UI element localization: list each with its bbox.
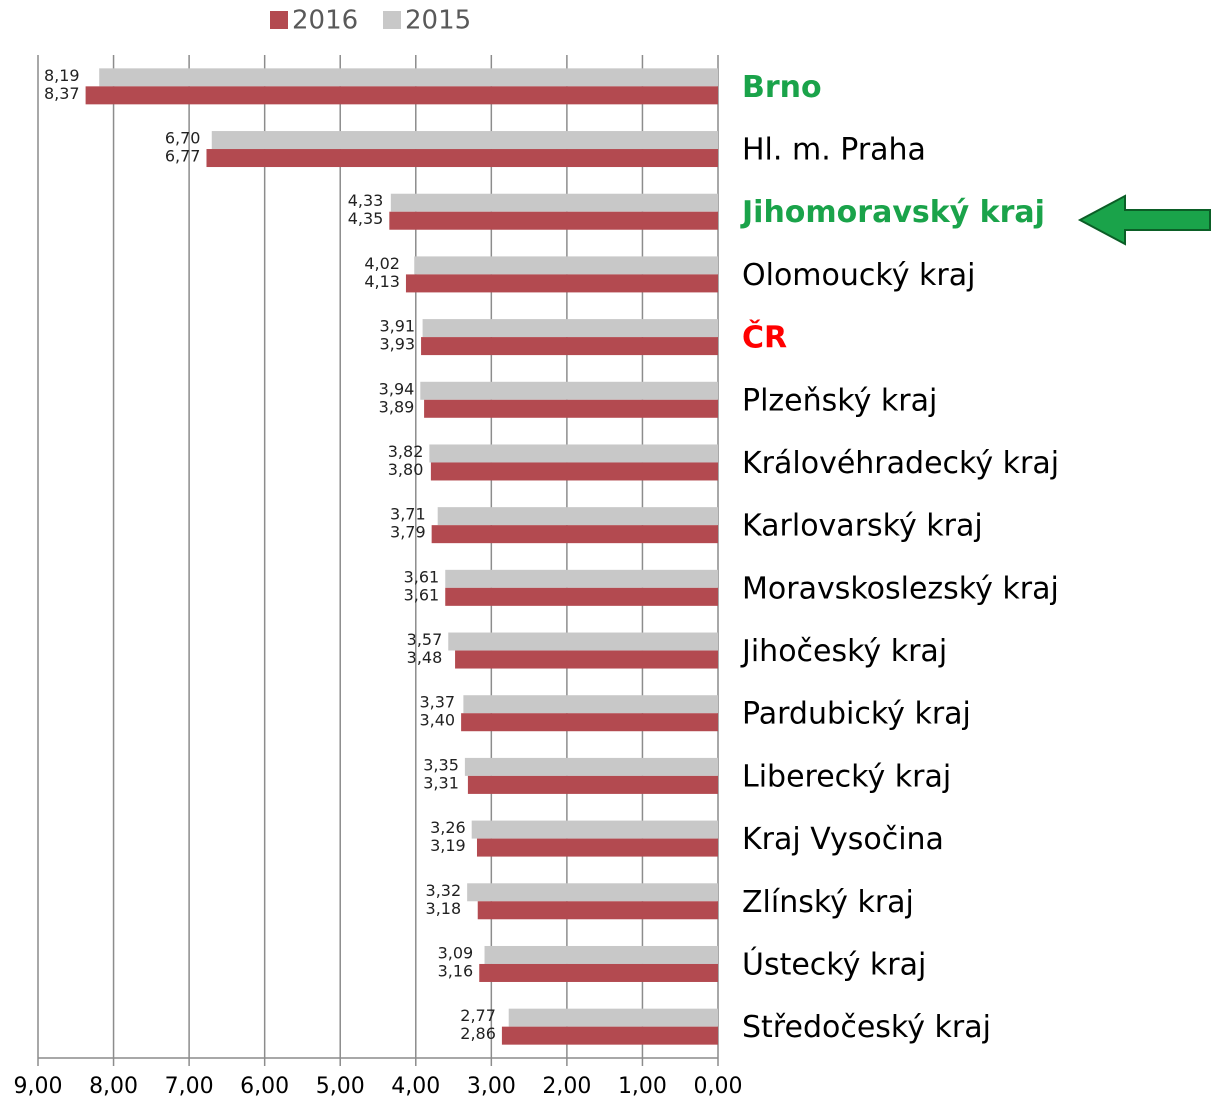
value-label: 3,89 bbox=[379, 397, 415, 416]
value-label: 3,31 bbox=[423, 773, 459, 792]
value-label: 2,77 bbox=[460, 1006, 496, 1025]
bar bbox=[471, 820, 718, 839]
bar bbox=[476, 838, 718, 857]
value-label: 4,02 bbox=[364, 254, 400, 273]
value-label: 3,48 bbox=[407, 648, 443, 667]
value-label: 8,37 bbox=[44, 84, 80, 103]
value-label: 3,32 bbox=[426, 881, 462, 900]
bar bbox=[405, 274, 718, 293]
bar bbox=[429, 444, 718, 463]
value-label: 3,94 bbox=[379, 379, 415, 398]
value-label: 3,18 bbox=[426, 899, 462, 918]
value-label: 3,79 bbox=[390, 523, 426, 542]
x-tick-label: 8,00 bbox=[89, 1074, 138, 1099]
bar bbox=[445, 587, 718, 606]
value-label: 3,19 bbox=[430, 836, 466, 855]
value-label: 3,80 bbox=[388, 460, 424, 479]
bar bbox=[422, 319, 718, 338]
legend-swatch bbox=[383, 11, 401, 29]
bar bbox=[508, 1008, 718, 1027]
bar bbox=[211, 131, 718, 150]
value-label: 3,61 bbox=[404, 567, 440, 586]
bar bbox=[389, 211, 718, 230]
value-label: 8,19 bbox=[44, 66, 80, 85]
bar bbox=[467, 775, 718, 794]
x-tick-label: 0,00 bbox=[694, 1074, 743, 1099]
category-label: Olomoucký kraj bbox=[742, 258, 975, 293]
bar bbox=[85, 86, 719, 105]
bar bbox=[206, 149, 718, 168]
value-label: 3,82 bbox=[388, 442, 424, 461]
value-label: 3,35 bbox=[423, 755, 459, 774]
highlight-arrow bbox=[1077, 194, 1211, 246]
category-label: Ústecký kraj bbox=[742, 945, 926, 982]
x-tick-label: 2,00 bbox=[542, 1074, 591, 1099]
bar bbox=[455, 650, 718, 669]
category-label: Jihočeský kraj bbox=[740, 634, 947, 669]
bar bbox=[430, 462, 718, 481]
bar bbox=[479, 963, 718, 982]
bar bbox=[484, 945, 718, 964]
bar bbox=[424, 399, 718, 418]
x-tick-label: 6,00 bbox=[240, 1074, 289, 1099]
bar bbox=[477, 901, 718, 920]
bar bbox=[461, 713, 718, 732]
value-label: 3,16 bbox=[438, 961, 474, 980]
x-tick-label: 9,00 bbox=[14, 1074, 63, 1099]
value-label: 3,40 bbox=[419, 711, 455, 730]
value-label: 3,09 bbox=[438, 943, 474, 962]
bar bbox=[390, 193, 718, 212]
value-label: 4,33 bbox=[348, 191, 384, 210]
bar bbox=[437, 507, 718, 526]
x-tick-label: 1,00 bbox=[618, 1074, 667, 1099]
bar bbox=[501, 1026, 718, 1045]
value-label: 3,57 bbox=[407, 630, 443, 649]
category-label: ČR bbox=[742, 319, 787, 356]
bar bbox=[431, 525, 718, 544]
bar bbox=[421, 337, 718, 356]
value-label: 3,37 bbox=[419, 693, 455, 712]
category-label: Pardubický kraj bbox=[742, 697, 971, 732]
bar bbox=[445, 569, 718, 588]
x-tick-label: 7,00 bbox=[165, 1074, 214, 1099]
legend-swatch bbox=[270, 11, 288, 29]
value-label: 3,71 bbox=[390, 505, 426, 524]
bar bbox=[414, 256, 718, 275]
category-label: Plzeňský kraj bbox=[742, 383, 937, 418]
value-label: 6,77 bbox=[165, 147, 201, 166]
category-label: Královéhradecký kraj bbox=[742, 446, 1059, 481]
category-label: Hl. m. Praha bbox=[742, 133, 926, 168]
category-label: Zlínský kraj bbox=[742, 885, 914, 920]
x-tick-label: 4,00 bbox=[391, 1074, 440, 1099]
value-label: 3,91 bbox=[379, 317, 415, 336]
legend-label: 2016 bbox=[292, 6, 358, 36]
category-label: Středočeský kraj bbox=[742, 1010, 991, 1045]
category-label: Jihomoravský kraj bbox=[740, 195, 1045, 230]
category-label: Karlovarský kraj bbox=[742, 509, 983, 544]
value-label: 3,61 bbox=[404, 585, 440, 604]
x-tick-label: 5,00 bbox=[316, 1074, 365, 1099]
bar bbox=[99, 68, 718, 87]
bar bbox=[420, 381, 718, 400]
x-tick-label: 3,00 bbox=[467, 1074, 516, 1099]
bar bbox=[464, 757, 718, 776]
bar bbox=[448, 632, 718, 651]
legend-label: 2015 bbox=[405, 6, 471, 36]
category-label: Moravskoslezský kraj bbox=[742, 571, 1059, 606]
value-label: 6,70 bbox=[165, 129, 201, 148]
value-label: 4,13 bbox=[364, 272, 400, 291]
bar bbox=[467, 883, 718, 902]
value-label: 4,35 bbox=[348, 209, 384, 228]
category-label: Liberecký kraj bbox=[742, 759, 951, 794]
category-label: Brno bbox=[742, 70, 822, 105]
category-label: Kraj Vysočina bbox=[742, 822, 944, 857]
value-label: 3,26 bbox=[430, 818, 466, 837]
bar bbox=[463, 695, 718, 714]
value-label: 2,86 bbox=[460, 1024, 496, 1043]
value-label: 3,93 bbox=[379, 335, 415, 354]
